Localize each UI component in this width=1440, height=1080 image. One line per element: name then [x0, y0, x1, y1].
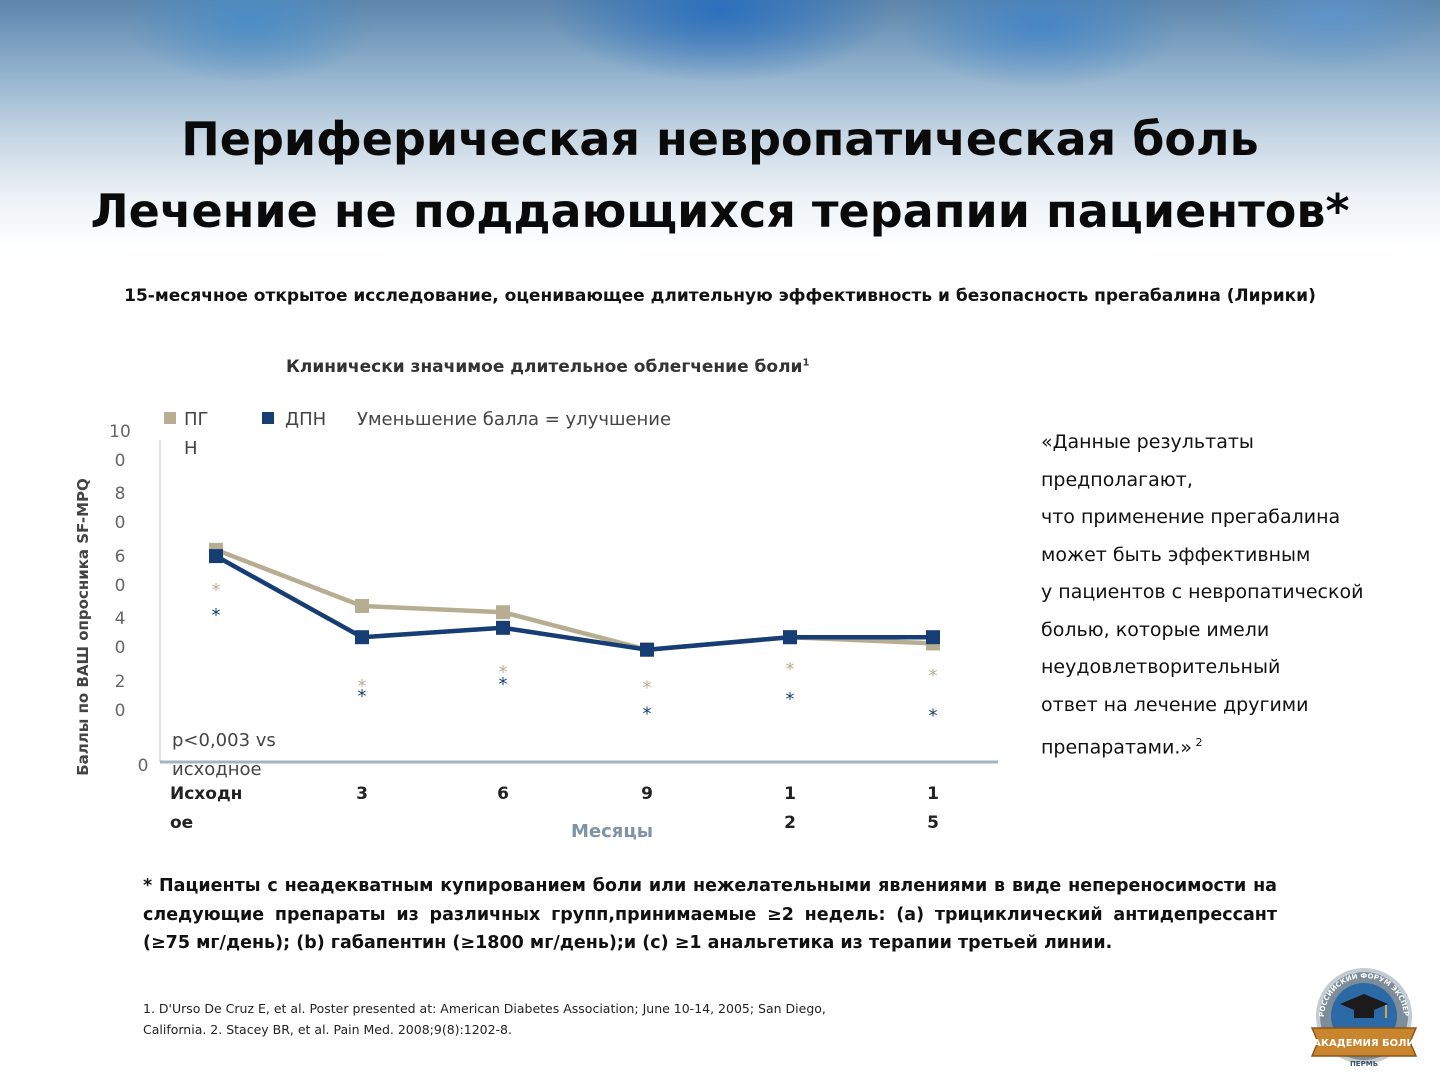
- significance-note: p<0,003 vs исходное: [172, 730, 276, 780]
- significance-star-pgn: *: [786, 659, 795, 680]
- data-point-pgn: [926, 636, 940, 651]
- slide-subtitle: 15-месячное открытое исследование, оцени…: [124, 286, 1316, 306]
- quote-ref: 2: [1192, 736, 1203, 749]
- y-tick-label: 2 0: [114, 671, 126, 721]
- data-point-dpn: [640, 642, 654, 657]
- quote-line: болью, которые имели: [1041, 618, 1270, 641]
- data-point-pgn: [783, 630, 797, 645]
- significance-star-dpn: *: [643, 704, 652, 725]
- y-tick-label: 10 0: [109, 422, 131, 471]
- footnote: * Пациенты с неадекватным купированием б…: [143, 876, 1277, 953]
- data-point-pgn: [496, 605, 510, 620]
- academy-logo: ВСЕРОССИЙСКИЙ ФОРУМ ЭКСПЕРТОВ АКАДЕМИЯ Б…: [1308, 966, 1418, 1068]
- legend-label-dpn: ДПН: [285, 409, 327, 430]
- y-axis-label: Баллы по ВАШ опросника SF-MPQ: [74, 478, 92, 776]
- quote-line: препаратами.» 2: [1041, 736, 1203, 759]
- data-point-pgn: [209, 542, 223, 557]
- significance-star-dpn: *: [358, 686, 367, 707]
- slide-title-line2: Лечение не поддающихся терапии пациентов…: [90, 184, 1350, 238]
- chart-title-text: Клинически значимое длительное облегчени…: [286, 357, 803, 377]
- significance-star-pgn: *: [212, 580, 221, 601]
- x-tick-label: Исходн ое: [170, 784, 243, 833]
- references-line1: 1. D'Urso De Cruz E, et al. Poster prese…: [143, 1001, 826, 1016]
- quote-line: у пациентов с невропатической: [1041, 581, 1364, 603]
- x-tick-label: 3: [356, 784, 368, 804]
- significance-star-pgn: *: [358, 676, 367, 697]
- legend-label-pgn: ПГ Н: [184, 409, 209, 459]
- quote-line: неудовлетворительный: [1041, 656, 1281, 678]
- legend-swatch-dpn: [262, 412, 274, 424]
- series-line-pgn: [215, 547, 934, 652]
- series-line-dpn: [214, 554, 933, 652]
- significance-star-pgn: *: [643, 678, 652, 699]
- quote-line: «Данные результаты: [1041, 431, 1254, 453]
- quote-line: ответ на лечение другими: [1041, 693, 1309, 716]
- y-tick-label: 8 0: [114, 484, 126, 534]
- logo-bottom-text: ПЕРМЬ: [1350, 1060, 1378, 1068]
- data-point-dpn: [496, 620, 510, 635]
- x-tick-label: 9: [641, 784, 653, 804]
- data-point-pgn: [355, 599, 369, 613]
- logo-ribbon: [1310, 1027, 1418, 1057]
- x-tick-label: 6: [497, 784, 509, 804]
- references-line2: California. 2. Stacey BR, et al. Pain Me…: [143, 1022, 512, 1037]
- y-tick-label: 6 0: [114, 546, 126, 596]
- quote-block: «Данные результаты предполагают, что приме…: [1041, 424, 1421, 767]
- graduation-cap-icon: [1340, 994, 1388, 1018]
- x-tick-label: 1 5: [927, 784, 939, 833]
- chart-title: Клинически значимое длительное облегчени…: [286, 357, 809, 377]
- references: 1. D'Urso De Cruz E, et al. Poster prese…: [143, 998, 863, 1040]
- significance-star-pgn: *: [499, 662, 508, 683]
- quote-line: что применение прегабалина: [1041, 506, 1341, 528]
- data-point-dpn: [783, 630, 797, 645]
- data-point-dpn: [355, 630, 369, 645]
- slide-title-line1: Периферическая невропатическая боль: [181, 112, 1259, 166]
- significance-star-dpn: *: [499, 674, 508, 695]
- quote-line: может быть эффективным: [1041, 543, 1311, 566]
- x-tick-label: 1 2: [784, 784, 796, 833]
- legend-swatch-pgn: [164, 412, 176, 424]
- chart-title-ref: 1: [802, 357, 810, 369]
- significance-star-pgn: *: [929, 665, 938, 686]
- y-tick-label: 0: [137, 756, 149, 776]
- logo-main-text: АКАДЕМИЯ БОЛИ: [1313, 1038, 1415, 1049]
- significance-star-dpn: *: [929, 705, 938, 726]
- significance-star-dpn: *: [786, 689, 795, 710]
- data-point-pgn: [640, 642, 654, 657]
- data-point-dpn: [926, 630, 940, 645]
- x-axis-label: Месяцы: [571, 821, 653, 842]
- significance-star-dpn: *: [212, 605, 221, 626]
- quote-line: предполагают,: [1041, 468, 1193, 491]
- y-tick-label: 4 0: [114, 609, 126, 659]
- series-layer: ***** *******: [209, 542, 940, 726]
- header-banner: [0, 0, 1440, 250]
- data-point-dpn: [209, 549, 223, 564]
- legend-note: Уменьшение балла = улучшение: [357, 409, 672, 430]
